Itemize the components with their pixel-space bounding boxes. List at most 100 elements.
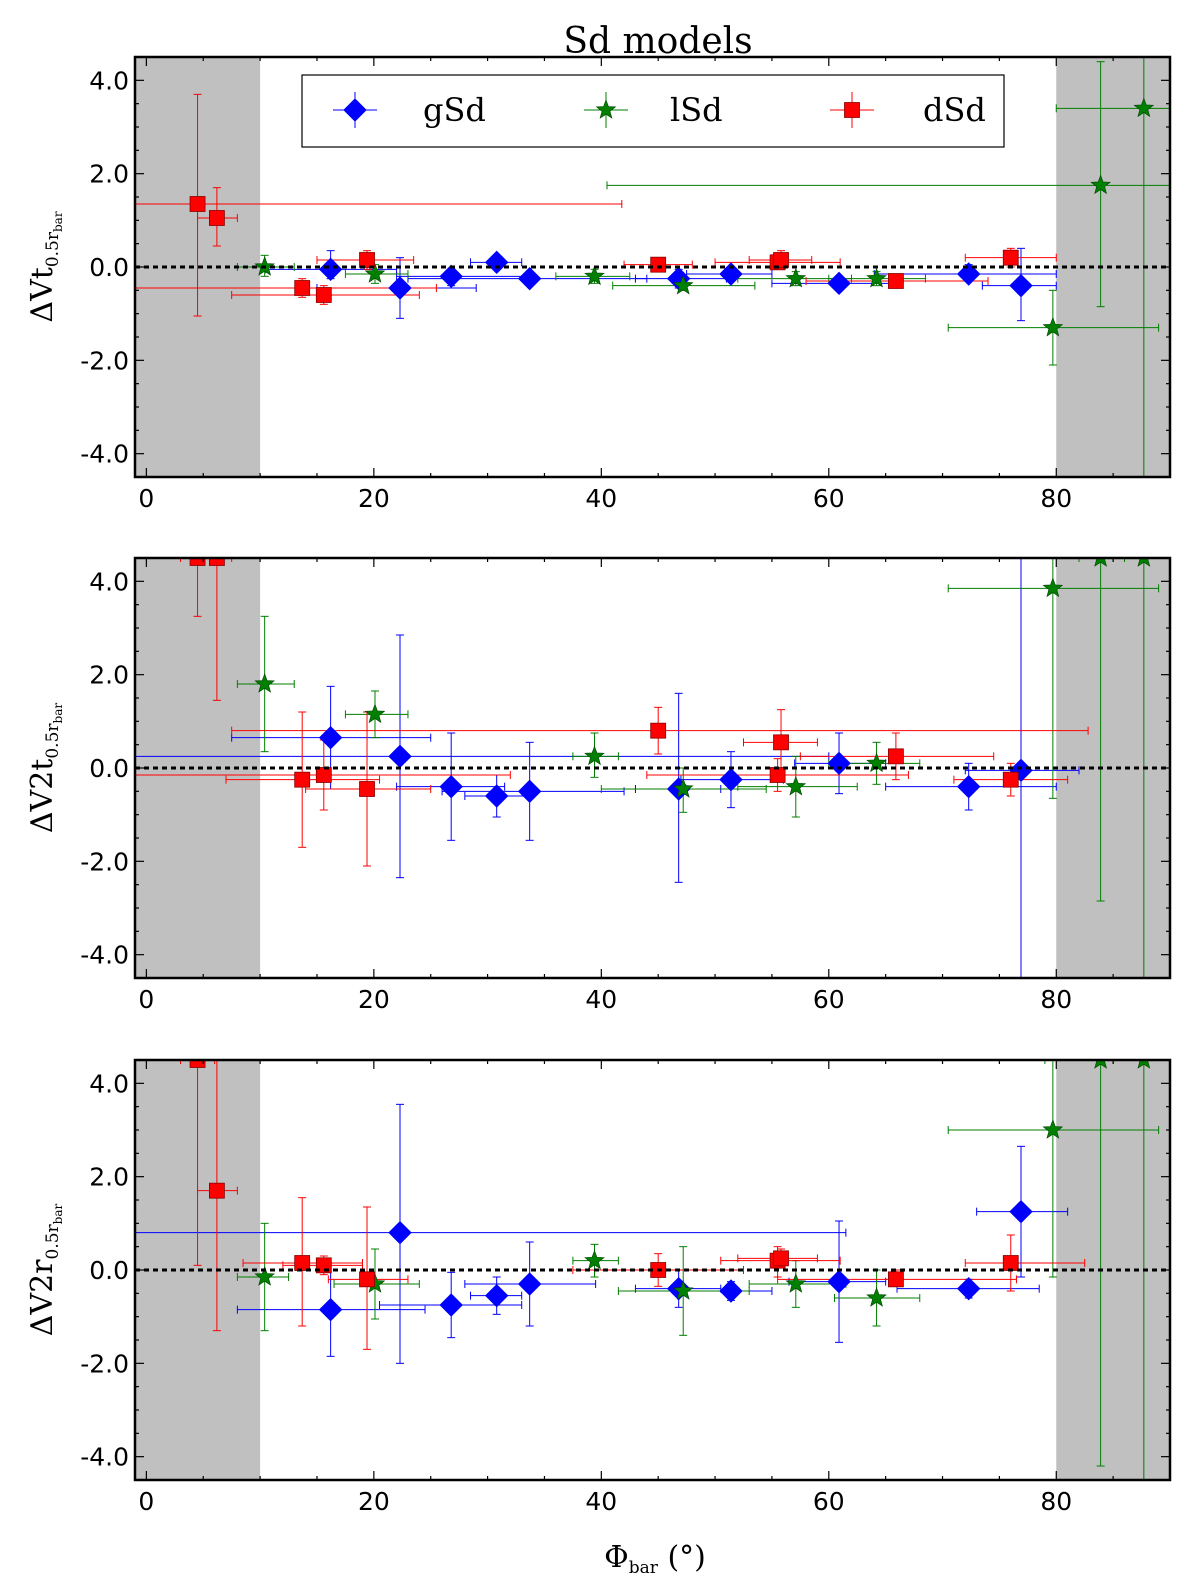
- dSd-point: [208, 1182, 225, 1199]
- x-tick-label: 60: [813, 484, 845, 513]
- lSd-point: [1094, 1060, 1108, 1069]
- gSd-point: [517, 779, 542, 804]
- dSd-point: [887, 1271, 904, 1288]
- errorbar-gSd: [396, 268, 534, 287]
- gSd-point: [388, 744, 412, 769]
- markers-gSd: [318, 250, 1033, 300]
- dSd-point: [650, 256, 667, 273]
- lSd-point: [672, 274, 694, 295]
- series-gSd: [135, 1103, 1069, 1364]
- y-tick-label: -4.0: [80, 440, 129, 469]
- y-axis-label-sub: 0.5r: [43, 1223, 63, 1259]
- y-tick-label: -2.0: [80, 1349, 129, 1378]
- series-dSd: [179, 1060, 1086, 1350]
- dSd-point: [294, 771, 311, 788]
- errorbar-dSd: [179, 1060, 216, 1266]
- y-tick-label: 0.0: [89, 253, 129, 282]
- dSd-point: [769, 767, 786, 783]
- y-axis-label-main: ΔVt: [25, 267, 60, 322]
- gSd-point: [956, 1276, 981, 1301]
- lSd-point: [785, 267, 807, 288]
- y-tick-label: 4.0: [89, 567, 129, 596]
- gSd-point: [827, 1269, 851, 1294]
- dSd-point: [189, 1060, 206, 1068]
- x-axis-label-unit: (°): [667, 1540, 705, 1575]
- gSd-point: [484, 784, 509, 808]
- dSd-point: [294, 280, 311, 296]
- lSd-point: [584, 1249, 605, 1270]
- dSd-point: [315, 767, 332, 783]
- gSd-point: [439, 1293, 463, 1317]
- dSd-point: [208, 558, 225, 566]
- legend-item-lSd: lSd: [584, 91, 723, 129]
- dSd-point: [189, 558, 206, 566]
- y-tick-label: 4.0: [89, 1069, 129, 1098]
- x-tick-label: 40: [585, 1487, 617, 1516]
- series-dSd: [135, 558, 1089, 867]
- dSd-point: [887, 748, 904, 765]
- dSd-point: [359, 781, 375, 797]
- lSd-point: [1137, 1060, 1151, 1069]
- lSd-point: [785, 775, 807, 796]
- x-axis-label-sub: bar: [629, 1558, 659, 1578]
- dSd-point: [1002, 249, 1019, 266]
- axes-frame: [133, 55, 1172, 479]
- legend-box: [301, 74, 1005, 148]
- gSd-point: [719, 1279, 743, 1303]
- lSd-point: [672, 778, 694, 798]
- lSd-point: [1090, 174, 1111, 195]
- gSd-point: [517, 266, 542, 291]
- x-tick-label: 20: [358, 1487, 390, 1516]
- lSd-point: [866, 1287, 887, 1307]
- lSd-point: [584, 265, 605, 286]
- x-tick-label: 40: [585, 484, 617, 513]
- x-axis-label-main: Φ: [604, 1540, 629, 1575]
- x-tick-label: 60: [813, 985, 845, 1014]
- ticks: 0 20 40 60 80 4.0 2.0 0.0 -2.0 -4.0: [80, 1060, 1171, 1516]
- series-lSd: [236, 1060, 1170, 1480]
- dSd-point: [294, 1255, 311, 1271]
- axes-frame: [133, 1058, 1172, 1482]
- lSd-point: [364, 703, 386, 724]
- panel-1: 0 20 40 60 80 4.0 2.0 0.0 -2.0 -4.0 ΔVt0.5rbar gSd l…: [25, 55, 1172, 513]
- data-area: [135, 558, 1170, 978]
- panel-2: 0 20 40 60 80 4.0 2.0 0.0 -2.0 -4.0 ΔV2t0.5rbar: [25, 556, 1172, 1014]
- y-axis-label-main: ΔV2r: [25, 1259, 60, 1336]
- x-tick-label: 0: [138, 1487, 154, 1516]
- legend-marker-dSd: [844, 102, 860, 118]
- legend-item-gSd: gSd: [333, 91, 486, 129]
- legend-label-dSd: dSd: [923, 91, 986, 129]
- lSd-point: [1133, 97, 1155, 118]
- y-axis-label-subsub: bar: [51, 1203, 65, 1224]
- x-tick-label: 60: [813, 1487, 845, 1516]
- dSd-point: [189, 196, 206, 212]
- gSd-point: [827, 751, 851, 776]
- dSd-point: [315, 287, 332, 303]
- errorbar-lSd: [1078, 558, 1126, 902]
- lSd-point: [254, 1266, 275, 1286]
- lSd-point: [254, 673, 275, 693]
- lSd-point: [364, 263, 386, 283]
- gSd-point: [517, 1272, 542, 1296]
- errorbar-lSd: [1044, 1060, 1170, 1467]
- x-tick-label: 0: [138, 484, 154, 513]
- gSd-point: [827, 271, 851, 296]
- y-tick-label: 0.0: [89, 754, 129, 783]
- x-tick-label: 80: [1040, 484, 1072, 513]
- gSd-point: [388, 1220, 412, 1245]
- gSd-point: [1009, 1199, 1033, 1224]
- legend-label-lSd: lSd: [670, 91, 723, 129]
- gSd-point: [484, 250, 509, 275]
- markers-dSd: [189, 196, 1019, 303]
- dSd-point: [359, 1271, 375, 1288]
- dSd-point: [887, 273, 904, 289]
- dSd-point: [1002, 1255, 1019, 1271]
- markers-dSd: [189, 1060, 1019, 1288]
- data-area: [135, 1060, 1170, 1480]
- dSd-point: [1002, 771, 1019, 788]
- legend-label-gSd: gSd: [423, 91, 486, 129]
- markers-lSd: [254, 1060, 1151, 1307]
- legend-marker-gSd: [343, 98, 367, 122]
- y-axis-label-main: ΔV2t: [25, 759, 60, 833]
- x-axis-label-space: [658, 1540, 668, 1575]
